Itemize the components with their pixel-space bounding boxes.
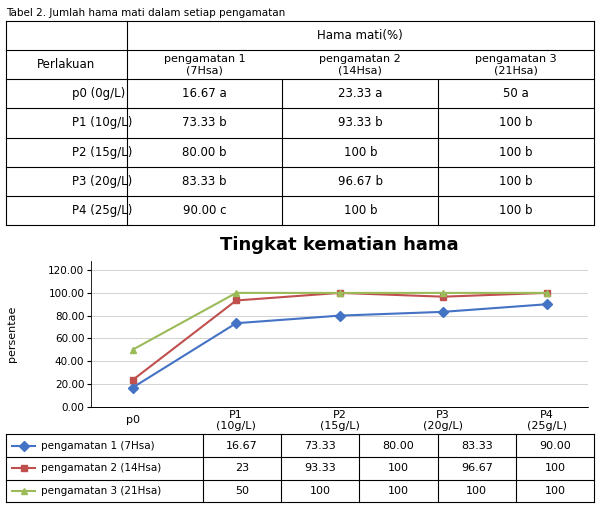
Text: 100: 100 xyxy=(544,464,565,473)
Text: p0: p0 xyxy=(125,416,140,425)
Text: 16.67 a: 16.67 a xyxy=(182,87,227,100)
Text: 100 b: 100 b xyxy=(344,204,377,217)
Text: P1
(10g/L): P1 (10g/L) xyxy=(216,410,256,431)
Text: pengamatan 1
(7Hsa): pengamatan 1 (7Hsa) xyxy=(164,54,245,76)
Text: 100 b: 100 b xyxy=(499,145,533,159)
Text: 80.00 b: 80.00 b xyxy=(182,145,227,159)
Text: persentae: persentae xyxy=(7,306,17,362)
Text: 73.33: 73.33 xyxy=(304,441,336,450)
Text: 100 b: 100 b xyxy=(499,117,533,129)
Text: P2 (15g/L): P2 (15g/L) xyxy=(72,145,133,159)
Text: P2
(15g/L): P2 (15g/L) xyxy=(320,410,359,431)
Text: 100: 100 xyxy=(310,486,331,496)
Text: pengamatan 2 (14Hsa): pengamatan 2 (14Hsa) xyxy=(41,464,161,473)
Text: 100: 100 xyxy=(388,464,409,473)
Text: 83.33: 83.33 xyxy=(461,441,493,450)
Text: P3 (20g/L): P3 (20g/L) xyxy=(72,175,133,188)
Text: 73.33 b: 73.33 b xyxy=(182,117,227,129)
Text: 83.33 b: 83.33 b xyxy=(182,175,227,188)
Text: Perlakuan: Perlakuan xyxy=(37,58,95,71)
Text: 50 a: 50 a xyxy=(503,87,529,100)
Text: 100: 100 xyxy=(388,486,409,496)
Text: pengamatan 3 (21Hsa): pengamatan 3 (21Hsa) xyxy=(41,486,161,496)
Text: 100 b: 100 b xyxy=(344,145,377,159)
Text: p0 (0g/L): p0 (0g/L) xyxy=(72,87,125,100)
Text: Hama mati(%): Hama mati(%) xyxy=(317,29,403,42)
Text: 96.67: 96.67 xyxy=(461,464,493,473)
Text: 100 b: 100 b xyxy=(499,204,533,217)
Text: 96.67 b: 96.67 b xyxy=(338,175,383,188)
Text: 50: 50 xyxy=(235,486,249,496)
Text: Tingkat kematian hama: Tingkat kematian hama xyxy=(220,236,459,254)
Text: 100: 100 xyxy=(544,486,565,496)
Text: 90.00 c: 90.00 c xyxy=(183,204,226,217)
Text: pengamatan 2
(14Hsa): pengamatan 2 (14Hsa) xyxy=(319,54,401,76)
Text: 93.33 b: 93.33 b xyxy=(338,117,383,129)
Text: 90.00: 90.00 xyxy=(539,441,571,450)
Text: P4
(25g/L): P4 (25g/L) xyxy=(527,410,566,431)
Text: 93.33: 93.33 xyxy=(304,464,336,473)
Text: Tabel 2. Jumlah hama mati dalam setiap pengamatan: Tabel 2. Jumlah hama mati dalam setiap p… xyxy=(6,8,285,18)
Text: 100: 100 xyxy=(466,486,487,496)
Text: 80.00: 80.00 xyxy=(383,441,415,450)
Text: pengamatan 1 (7Hsa): pengamatan 1 (7Hsa) xyxy=(41,441,155,450)
Text: 16.67: 16.67 xyxy=(226,441,258,450)
Text: pengamatan 3
(21Hsa): pengamatan 3 (21Hsa) xyxy=(475,54,557,76)
Text: P3
(20g/L): P3 (20g/L) xyxy=(423,410,463,431)
Text: 23: 23 xyxy=(235,464,249,473)
Text: 100 b: 100 b xyxy=(499,175,533,188)
Text: P4 (25g/L): P4 (25g/L) xyxy=(72,204,133,217)
Text: 23.33 a: 23.33 a xyxy=(338,87,382,100)
Text: P1 (10g/L): P1 (10g/L) xyxy=(72,117,133,129)
